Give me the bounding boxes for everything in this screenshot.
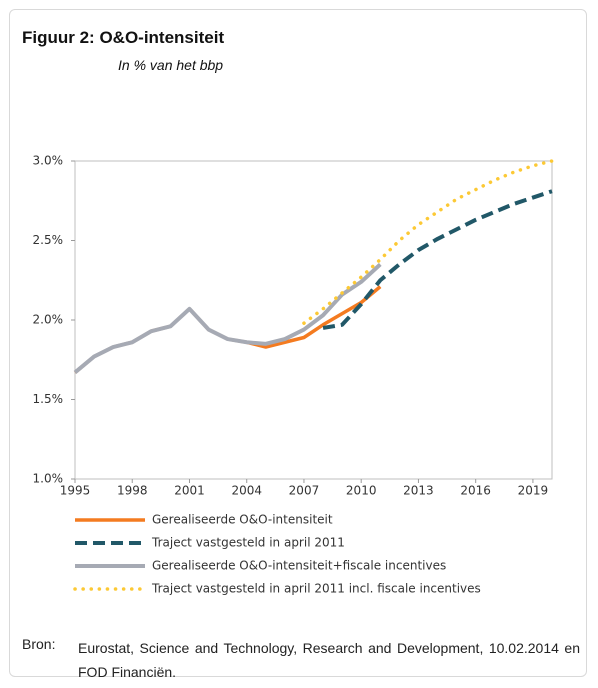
card — [9, 9, 587, 677]
source-label: Bron: — [22, 636, 56, 652]
y-tick-label: 3.0% — [33, 154, 64, 168]
x-tick-label: 1995 — [60, 484, 91, 498]
legend-label: Gerealiseerde O&O-intensiteit+fiscale in… — [152, 559, 446, 573]
series-line — [322, 189, 553, 330]
y-tick-label: 1.5% — [33, 392, 64, 406]
legend-label: Traject vastgesteld in april 2011 — [151, 536, 345, 550]
series-line — [73, 262, 382, 375]
source-text: Eurostat, Science and Technology, Resear… — [78, 640, 580, 680]
chart-subtitle: In % van het bbp — [118, 57, 224, 73]
x-tick-label: 2010 — [346, 484, 377, 498]
x-tick-label: 1998 — [117, 484, 148, 498]
x-tick-label: 2001 — [174, 484, 205, 498]
y-tick-label: 1.0% — [33, 472, 64, 486]
y-tick-label: 2.5% — [33, 233, 64, 247]
x-tick-label: 2007 — [289, 484, 320, 498]
x-tick-label: 2004 — [231, 484, 262, 498]
x-tick-label: 2019 — [518, 484, 549, 498]
chart-title: Figuur 2: O&O-intensiteit — [22, 28, 225, 47]
series-line — [302, 159, 554, 325]
series-line — [73, 285, 382, 374]
legend-label: Traject vastgesteld in april 2011 incl. … — [151, 582, 481, 596]
x-tick-label: 2013 — [403, 484, 434, 498]
x-tick-label: 2016 — [460, 484, 491, 498]
legend-label: Gerealiseerde O&O-intensiteit — [152, 513, 333, 527]
y-tick-label: 2.0% — [33, 313, 64, 327]
